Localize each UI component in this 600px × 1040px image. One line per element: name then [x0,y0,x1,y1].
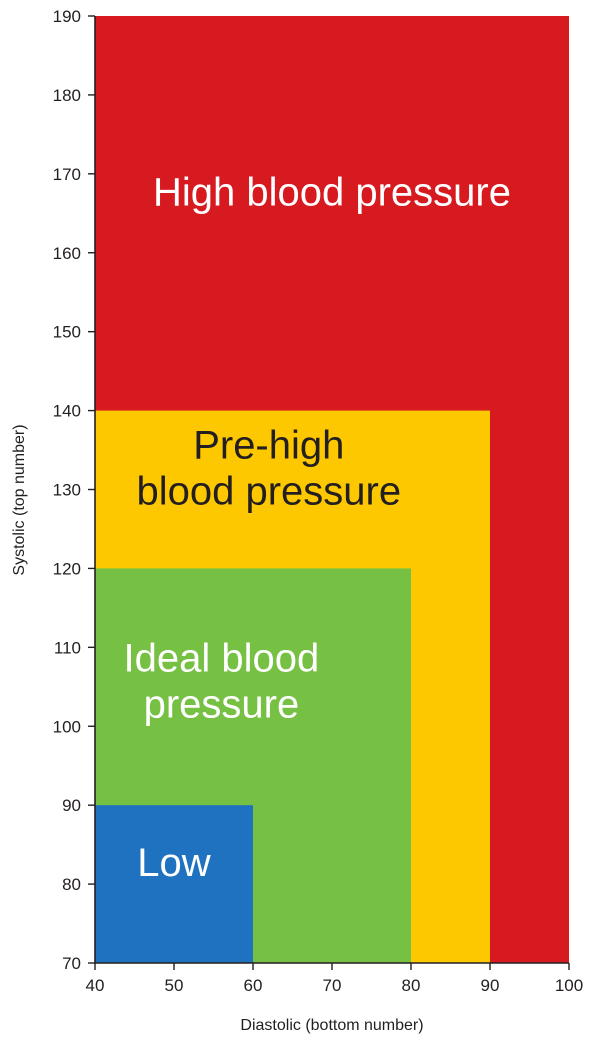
x-ticks: 40 50 60 70 80 90 100 [86,963,583,995]
y-tick-label: 90 [62,796,81,815]
y-tick-label: 120 [53,559,81,578]
y-tick-label: 170 [53,165,81,184]
zone-label-line: blood pressure [136,470,401,514]
y-tick-label: 110 [54,638,81,657]
zone-label-ideal: Ideal blood pressure [124,637,320,727]
x-tick-label: 90 [481,976,500,995]
zone-label-line: Ideal blood [124,637,320,681]
zone-label-line: High blood pressure [153,170,511,214]
y-tick-label: 80 [62,875,81,894]
zone-label-low: Low [137,841,210,885]
zone-low [95,805,253,963]
x-tick-label: 40 [86,976,105,995]
x-tick-label: 50 [165,976,184,995]
y-axis-title: Systolic (top number) [11,424,28,575]
y-tick-label: 150 [53,323,81,342]
y-tick-label: 130 [53,481,81,500]
y-tick-label: 180 [53,86,81,105]
zone-label-line: Pre-high [193,424,344,468]
y-tick-label: 190 [53,7,81,26]
zone-labels: High blood pressure Pre-high blood pressur… [124,170,511,885]
y-tick-label: 100 [53,717,81,736]
x-axis-title: Diastolic (bottom number) [240,1017,423,1034]
zone-label-line: Low [137,841,210,885]
zone-label-high: High blood pressure [153,170,511,214]
y-ticks: 70 80 90 100 110 120 130 140 150 160 170 180 190 [53,7,95,973]
x-tick-label: 70 [323,976,342,995]
zones [95,16,569,963]
y-tick-label: 160 [53,244,81,263]
x-tick-label: 60 [244,976,263,995]
y-tick-label: 70 [62,954,81,973]
zone-label-line: pressure [144,683,300,727]
zone-label-pre-high: Pre-high blood pressure [136,424,401,514]
x-tick-label: 80 [402,976,421,995]
y-tick-label: 140 [53,402,81,421]
x-tick-label: 100 [555,976,583,995]
